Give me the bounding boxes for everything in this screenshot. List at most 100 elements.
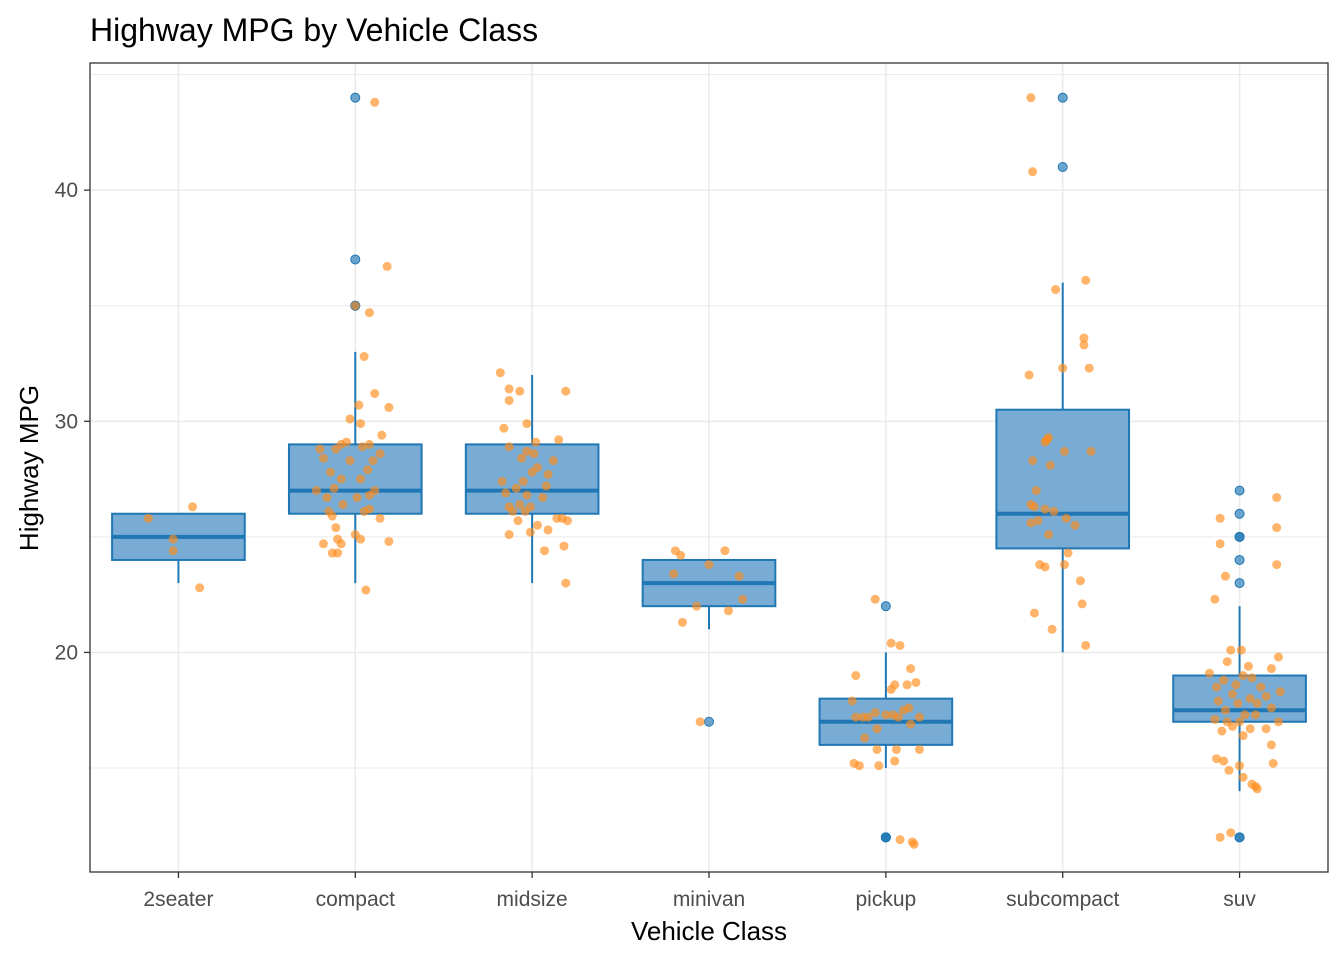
jitter-point bbox=[382, 261, 392, 271]
jitter-point bbox=[540, 546, 550, 556]
jitter-point bbox=[1051, 285, 1061, 295]
jitter-point bbox=[891, 744, 901, 754]
jitter-point bbox=[1205, 668, 1215, 678]
jitter-point bbox=[1238, 731, 1248, 741]
jitter-point bbox=[1058, 363, 1068, 373]
jitter-point bbox=[1235, 761, 1245, 771]
jitter-point bbox=[1081, 640, 1091, 650]
jitter-point bbox=[1040, 562, 1050, 572]
jitter-point bbox=[370, 97, 380, 107]
jitter-point bbox=[870, 594, 880, 604]
x-axis: 2seater compact midsize minivan pickup subcom… bbox=[143, 872, 1256, 911]
jitter-point bbox=[858, 712, 868, 722]
jitter-point bbox=[326, 467, 336, 477]
chart-title: Highway MPG by Vehicle Class bbox=[90, 12, 538, 48]
jitter-point bbox=[1250, 710, 1260, 720]
jitter-point bbox=[851, 671, 861, 681]
jitter-point bbox=[1217, 726, 1227, 736]
jitter-point bbox=[327, 511, 337, 521]
jitter-point bbox=[1236, 645, 1246, 655]
jitter-point bbox=[1045, 460, 1055, 470]
jitter-point bbox=[1252, 698, 1262, 708]
x-tick-label: minivan bbox=[673, 888, 745, 911]
jitter-point bbox=[1231, 680, 1241, 690]
jitter-point bbox=[895, 835, 905, 845]
jitter-point bbox=[1215, 832, 1225, 842]
jitter-point bbox=[1272, 523, 1282, 533]
outlier-point bbox=[350, 92, 361, 103]
jitter-point bbox=[352, 493, 362, 503]
jitter-point bbox=[1266, 703, 1276, 713]
jitter-point bbox=[359, 352, 369, 362]
y-axis: 20 30 40 bbox=[55, 179, 90, 664]
jitter-point bbox=[1219, 756, 1229, 766]
outlier-point bbox=[880, 832, 891, 843]
outlier-point bbox=[1057, 162, 1068, 173]
jitter-point bbox=[329, 483, 339, 493]
jitter-point bbox=[676, 550, 686, 560]
jitter-point bbox=[497, 476, 507, 486]
jitter-point bbox=[1219, 675, 1229, 685]
jitter-point bbox=[854, 761, 864, 771]
jitter-point bbox=[1224, 765, 1234, 775]
jitter-point bbox=[168, 534, 178, 544]
boxes bbox=[111, 92, 1307, 843]
jitter-point bbox=[723, 606, 733, 616]
outlier-point bbox=[350, 254, 361, 265]
jitter-point bbox=[1226, 828, 1236, 838]
jitter-point bbox=[336, 539, 346, 549]
jitter-point bbox=[847, 696, 857, 706]
jitter-point bbox=[1040, 504, 1050, 514]
jitter-point bbox=[315, 444, 325, 454]
jitter-point bbox=[851, 712, 861, 722]
jitter-point bbox=[375, 449, 385, 459]
jitter-point bbox=[1079, 333, 1089, 343]
jitter-point bbox=[1212, 682, 1222, 692]
jitter-point bbox=[695, 717, 705, 727]
jitter-point bbox=[1275, 687, 1285, 697]
jitter-point bbox=[336, 474, 346, 484]
jitter-point bbox=[1049, 506, 1059, 516]
x-tick-label: suv bbox=[1223, 888, 1256, 911]
jitter-point bbox=[363, 465, 373, 475]
jitter-point bbox=[384, 536, 394, 546]
jitter-point bbox=[1245, 694, 1255, 704]
jitter-point bbox=[1040, 437, 1050, 447]
jitter-point bbox=[1024, 370, 1034, 380]
outlier-point bbox=[1234, 832, 1245, 843]
jitter-point bbox=[1238, 671, 1248, 681]
jitter-point bbox=[1029, 608, 1039, 618]
jitter-point bbox=[1026, 518, 1036, 528]
outlier-point bbox=[1234, 485, 1245, 496]
jitter-point bbox=[338, 499, 348, 509]
jitter-point bbox=[195, 583, 205, 593]
jitter-point bbox=[881, 710, 891, 720]
jitter-point bbox=[1272, 560, 1282, 570]
jitter-point bbox=[504, 442, 514, 452]
jitter-point bbox=[890, 756, 900, 766]
jitter-point bbox=[504, 530, 514, 540]
jitter-point bbox=[1031, 486, 1041, 496]
jitter-point bbox=[1029, 502, 1039, 512]
jitter-point bbox=[1063, 548, 1073, 558]
jitter-point bbox=[1059, 446, 1069, 456]
jitter-point bbox=[527, 467, 537, 477]
jitter-point bbox=[738, 594, 748, 604]
jitter-point bbox=[704, 560, 714, 570]
jitter-point bbox=[522, 446, 532, 456]
outlier-point bbox=[1057, 92, 1068, 103]
jitter-point bbox=[1247, 673, 1257, 683]
jitter-point bbox=[377, 430, 387, 440]
jitter-point bbox=[902, 680, 912, 690]
jitter-point bbox=[1212, 754, 1222, 764]
jitter-point bbox=[345, 456, 355, 466]
jitter-point bbox=[914, 744, 924, 754]
jitter-point bbox=[1026, 93, 1036, 103]
jitter-point bbox=[333, 548, 343, 558]
jitter-point bbox=[345, 414, 355, 424]
jitter-point bbox=[499, 423, 509, 433]
jitter-point bbox=[143, 513, 153, 523]
jitter-point bbox=[361, 585, 371, 595]
jitter-points bbox=[143, 93, 1285, 849]
